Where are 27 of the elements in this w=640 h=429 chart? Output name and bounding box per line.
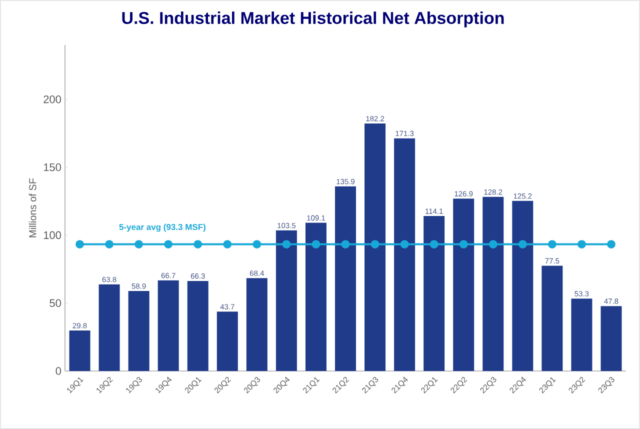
- bar: [482, 196, 504, 371]
- bar: [571, 298, 592, 371]
- y-tick-label: 0: [56, 367, 62, 375]
- bar: [216, 312, 238, 371]
- bar: [276, 230, 297, 371]
- y-tick-label: 100: [44, 231, 62, 240]
- bar: [364, 124, 386, 371]
- bar: [187, 280, 208, 371]
- bar: [69, 330, 90, 371]
- bar: [246, 278, 268, 371]
- chart-title: U.S. Industrial Market Historical Net Absorption: [122, 12, 504, 28]
- bar: [158, 280, 179, 371]
- y-tick-label: 50: [50, 299, 62, 307]
- y-tick-label: 200: [44, 95, 62, 104]
- bar: [542, 266, 563, 371]
- bar: [394, 138, 416, 371]
- bar: [305, 222, 326, 371]
- bar: [98, 284, 120, 371]
- bar: [424, 216, 445, 371]
- y-axis-title: Millions of SF: [28, 178, 36, 238]
- bar: [600, 306, 622, 371]
- bar: [512, 200, 534, 371]
- series-label: 5-year avg (93.3 MSF): [119, 224, 206, 232]
- bar: [128, 290, 150, 371]
- bar: [453, 198, 474, 371]
- y-tick-label: 150: [44, 163, 62, 172]
- bar: [335, 186, 356, 371]
